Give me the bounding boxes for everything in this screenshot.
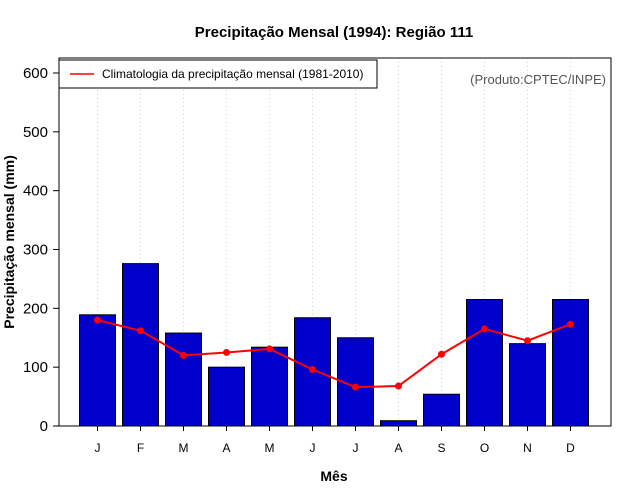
x-tick-label: S bbox=[437, 441, 445, 455]
bar bbox=[165, 332, 202, 427]
climatology-point bbox=[524, 337, 531, 345]
bar bbox=[79, 314, 116, 427]
climatology-point bbox=[481, 325, 488, 333]
legend-label: Climatologia da precipitação mensal (198… bbox=[102, 67, 363, 81]
credit-annotation: (Produto:CPTEC/INPE) bbox=[470, 72, 606, 87]
bar bbox=[423, 393, 460, 427]
bar bbox=[380, 420, 417, 427]
climatology-point bbox=[395, 382, 402, 390]
x-tick-label: M bbox=[265, 441, 275, 455]
climatology-point bbox=[309, 366, 316, 374]
x-tick-label: A bbox=[222, 441, 230, 455]
legend: Climatologia da precipitação mensal (198… bbox=[58, 59, 378, 89]
y-tick-label: 200 bbox=[23, 300, 48, 317]
bar bbox=[251, 346, 288, 427]
y-axis: 0 100 200 300 400 500 600 bbox=[23, 65, 59, 435]
x-axis-label: Mês bbox=[320, 468, 347, 484]
bar bbox=[552, 299, 589, 427]
climatology-point bbox=[94, 316, 101, 324]
x-tick-label: D bbox=[566, 441, 575, 455]
bar bbox=[509, 343, 546, 427]
x-tick-label: M bbox=[179, 441, 189, 455]
climatology-point bbox=[352, 383, 359, 391]
x-tick-label: A bbox=[394, 441, 402, 455]
vertical-grid bbox=[97, 58, 571, 426]
climatology-point bbox=[137, 327, 144, 335]
y-tick-label: 500 bbox=[23, 124, 48, 141]
y-tick-label: 300 bbox=[23, 242, 48, 259]
x-tick-label: J bbox=[353, 441, 359, 455]
bar bbox=[122, 263, 159, 427]
y-axis-label: Precipitação mensal (mm) bbox=[1, 155, 17, 329]
climatology-line-group bbox=[94, 316, 574, 391]
y-tick-label: 0 bbox=[40, 418, 48, 435]
x-tick-label: F bbox=[137, 441, 144, 455]
bar bbox=[208, 366, 245, 427]
plot-frame bbox=[58, 57, 612, 427]
y-tick-label: 100 bbox=[23, 359, 48, 376]
y-tick-label: 400 bbox=[23, 183, 48, 200]
x-tick-label: O bbox=[480, 441, 489, 455]
climatology-point bbox=[438, 350, 445, 358]
x-tick-label: N bbox=[523, 441, 532, 455]
x-tick-label: J bbox=[310, 441, 316, 455]
climatology-point bbox=[223, 348, 230, 356]
chart-title: Precipitação Mensal (1994): Região 111 bbox=[195, 24, 473, 41]
climatology-line bbox=[97, 319, 571, 389]
climatology-point bbox=[266, 345, 273, 353]
climatology-point bbox=[567, 320, 574, 328]
bars-group bbox=[79, 263, 589, 427]
y-tick-label: 600 bbox=[23, 65, 48, 82]
legend-box bbox=[58, 59, 378, 89]
climatology-point bbox=[180, 351, 187, 359]
x-tick-label: J bbox=[95, 441, 101, 455]
bar bbox=[466, 299, 503, 427]
